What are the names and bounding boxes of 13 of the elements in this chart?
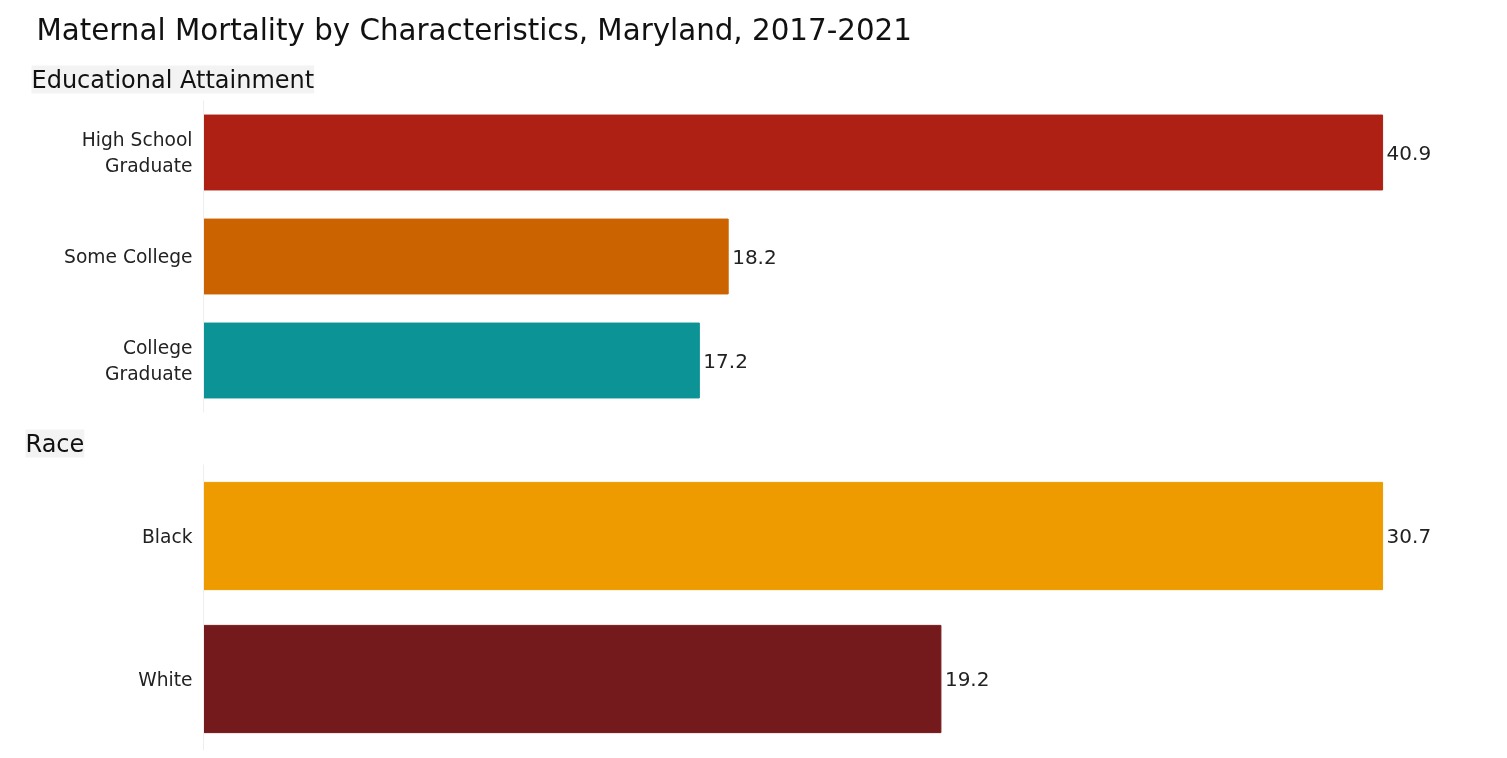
data-label: 40.9 [1386,140,1432,165]
y-tick-label: High School Graduate [81,129,193,176]
y-tick-label: College Graduate [105,337,193,384]
y-tick-label: White [138,668,193,690]
chart-subtitle: Educational Attainment [31,65,315,94]
chart-title: Maternal Mortality by Characteristics, Maryland, 2017-2021 [36,12,912,47]
data-label: 18.2 [732,244,777,269]
y-tick-label: Black [142,525,193,547]
y-tick-label: Some College [64,246,193,267]
data-label: 30.7 [1386,524,1432,548]
data-label: 19.2 [944,667,990,691]
data-label: 17.2 [703,348,748,373]
chart-subtitle: Race [25,429,85,458]
